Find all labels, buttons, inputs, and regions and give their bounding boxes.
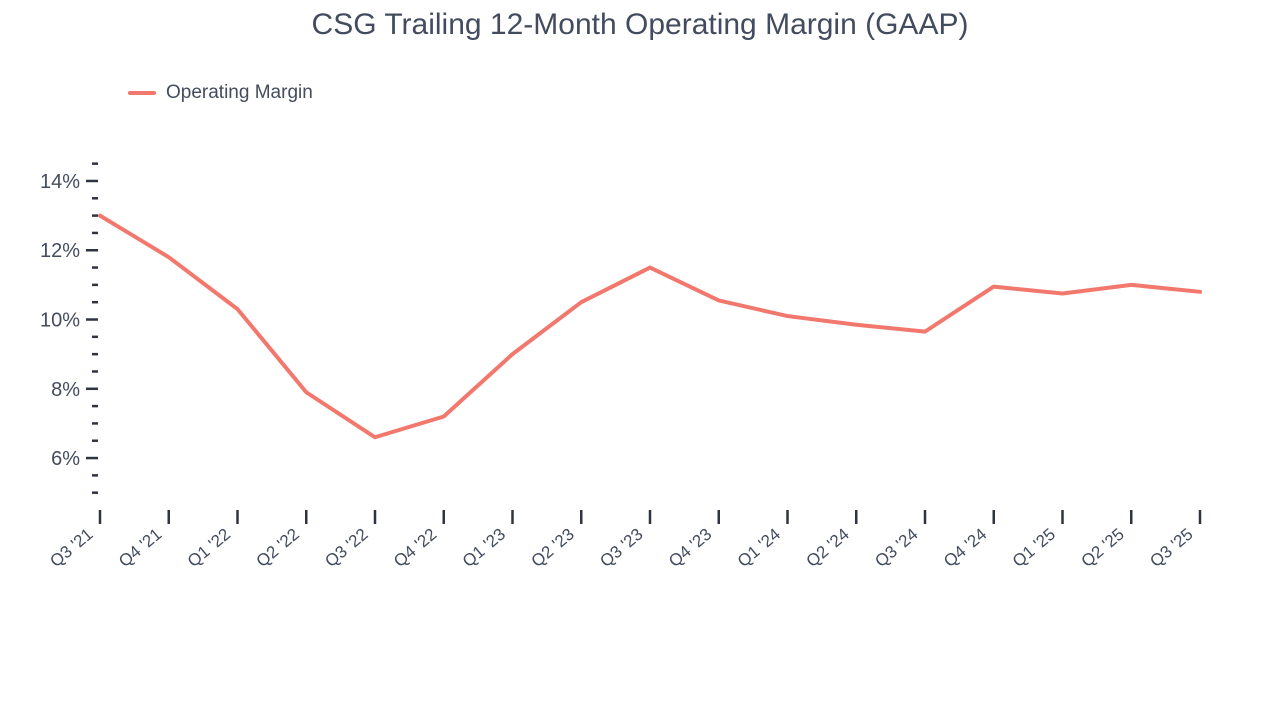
x-axis-label-12: Q3 '24 <box>871 525 921 571</box>
x-axis-label-16: Q3 '25 <box>1146 525 1196 571</box>
line-chart-svg[interactable]: 6%8%10%12%14%Q3 '21 Q4 '21 Q1 '22 Q2 '22 Q3 … <box>60 140 1220 600</box>
legend-swatch-operating-margin <box>128 91 156 95</box>
y-axis-label-12: 12% <box>40 240 80 262</box>
y-axis-label-6: 6% <box>51 448 80 470</box>
chart-title: CSG Trailing 12-Month Operating Margin (… <box>0 8 1280 42</box>
x-axis-label-14: Q1 '25 <box>1009 525 1059 571</box>
x-axis-label-3: Q2 '22 <box>253 525 303 571</box>
x-axis-label-15: Q2 '25 <box>1078 525 1128 571</box>
x-axis-label-4: Q3 '22 <box>321 525 371 571</box>
x-axis-label-2: Q1 '22 <box>184 525 234 571</box>
x-axis-label-7: Q2 '23 <box>528 525 578 571</box>
y-axis-label-10: 10% <box>40 310 80 332</box>
chart-container: CSG Trailing 12-Month Operating Margin (… <box>0 0 1280 720</box>
y-axis-label-8: 8% <box>51 379 80 401</box>
x-axis-label-10: Q1 '24 <box>734 525 784 571</box>
legend: Operating Margin <box>128 82 313 104</box>
x-axis-label-1: Q4 '21 <box>115 525 165 571</box>
x-axis-label-0: Q3 '21 <box>46 525 96 571</box>
operating-margin-line[interactable] <box>100 216 1200 438</box>
plot-area: 6% 8% 10% 12% 14% Q3 '21 Q4 '21 Q1 '22 Q2 '22 Q3 … <box>60 140 1220 600</box>
x-axis-label-5: Q4 '22 <box>390 525 440 571</box>
y-axis-label-14: 14% <box>40 171 80 193</box>
x-axis-label-11: Q2 '24 <box>803 525 853 571</box>
x-axis-label-8: Q3 '23 <box>596 525 646 571</box>
legend-label-operating-margin: Operating Margin <box>166 82 313 104</box>
x-axis-label-6: Q1 '23 <box>459 525 509 571</box>
x-axis-label-9: Q4 '23 <box>665 525 715 571</box>
x-axis-label-13: Q4 '24 <box>940 525 990 571</box>
